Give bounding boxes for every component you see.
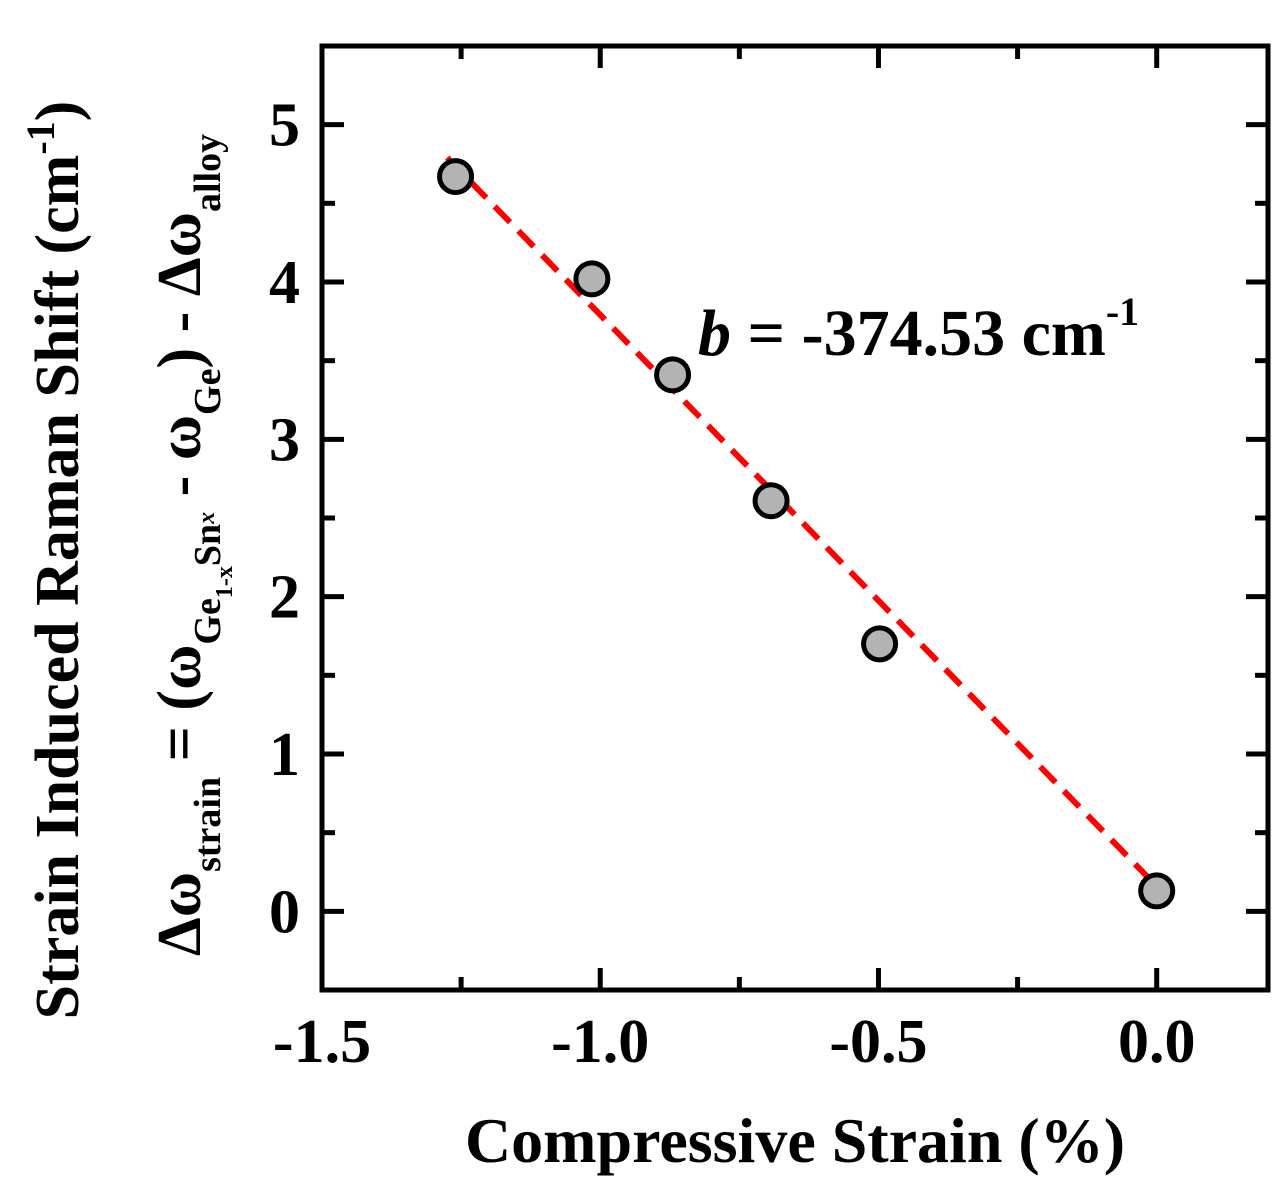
x-tick-label: -1.5 xyxy=(273,1008,371,1076)
data-point xyxy=(1138,872,1176,910)
x-tick-labels: -1.5 -1.0 -0.5 0.0 xyxy=(273,1008,1196,1076)
data-point xyxy=(573,260,611,298)
y-tick-label: 4 xyxy=(269,249,300,317)
data-point xyxy=(861,625,899,663)
plot-frame xyxy=(319,43,1271,993)
y-tick-label: 1 xyxy=(269,721,300,789)
data-point xyxy=(654,356,692,394)
data-point xyxy=(752,482,790,520)
x-tick-label: 0.0 xyxy=(1118,1008,1196,1076)
x-tick-label: -1.0 xyxy=(551,1008,649,1076)
y-tick-label: 3 xyxy=(269,406,300,474)
x-axis-label: Compressive Strain (%) xyxy=(465,1105,1125,1176)
x-tick-label: -0.5 xyxy=(829,1008,927,1076)
y-tick-label: 0 xyxy=(269,878,300,946)
y-tick-labels: 0 1 2 3 4 5 xyxy=(269,92,300,947)
data-point xyxy=(437,158,475,196)
y-tick-label: 2 xyxy=(269,564,300,632)
data-points xyxy=(437,158,1176,910)
y-axis-label-line2: Δωstrain = (ωGe1-xSnx - ωGe) - Δωalloy xyxy=(146,134,238,956)
fit-line xyxy=(445,155,1152,881)
slope-annotation: b = -374.53 cm-1 xyxy=(698,289,1139,370)
y-axis-label-line1: Strain Induced Raman Shift (cm-1) xyxy=(18,101,92,1020)
y-tick-label: 5 xyxy=(269,92,300,160)
